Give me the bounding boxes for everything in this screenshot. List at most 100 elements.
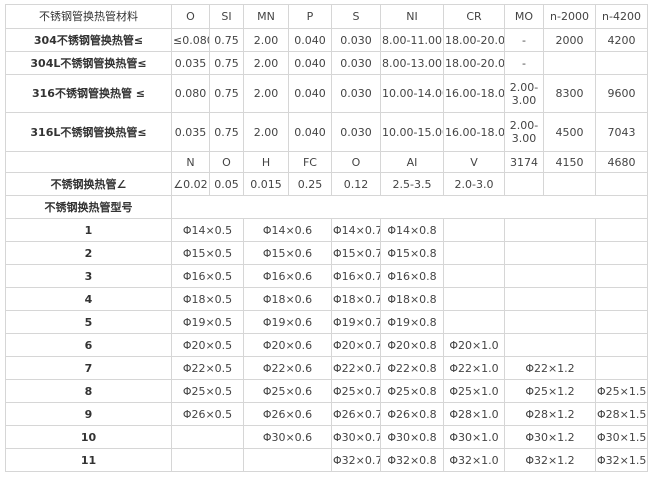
table-cell: 0.040 [288, 112, 332, 152]
model-size: Φ30×1.0 [443, 425, 505, 449]
model-row: 9 Φ26×0.5 Φ26×0.6 Φ26×0.7 Φ26×0.8 Φ28×1.0 Φ28×… [5, 402, 648, 426]
model-size: Φ22×0.8 [380, 356, 444, 380]
model-size: Φ26×0.6 [243, 402, 332, 426]
table-cell: 2.0-3.0 [443, 172, 505, 196]
model-size: Φ25×0.5 [171, 379, 244, 403]
model-size: Φ32×1.0 [443, 448, 505, 472]
model-size: Φ15×0.5 [171, 241, 244, 265]
model-size: Φ16×0.6 [243, 264, 332, 288]
model-row: 7 Φ22×0.5 Φ22×0.6 Φ22×0.7 Φ22×0.8 Φ22×1.0 Φ22×… [5, 356, 648, 380]
table-cell: 16.00-18.00 [443, 112, 505, 152]
model-number: 2 [5, 241, 172, 265]
composition-row: 316L不锈钢管换热管≤ 0.035 0.75 2.00 0.040 0.030 10.00… [5, 112, 648, 152]
row-label: 316L不锈钢管换热管≤ [5, 112, 172, 152]
table-cell: 2.00 [243, 112, 289, 152]
model-size: Φ16×0.5 [171, 264, 244, 288]
model-size [595, 333, 648, 357]
table-cell [595, 51, 648, 75]
model-number: 8 [5, 379, 172, 403]
table-cell: 9600 [595, 74, 648, 113]
composition-row: 304L不锈钢管换热管≤ 0.035 0.75 2.00 0.040 0.030 8.00-… [5, 51, 648, 75]
model-number: 10 [5, 425, 172, 449]
model-number: 6 [5, 333, 172, 357]
model-size: Φ32×0.8 [380, 448, 444, 472]
model-size: Φ25×1.2 [504, 379, 596, 403]
model-size: Φ19×0.8 [380, 310, 444, 334]
model-size [595, 218, 648, 242]
table-cell: 0.030 [331, 28, 381, 52]
column-header: MO [504, 4, 544, 29]
column-header: S [331, 4, 381, 29]
table-cell: 8300 [543, 74, 596, 113]
model-size [443, 218, 505, 242]
model-size: Φ14×0.6 [243, 218, 332, 242]
model-size: Φ15×0.8 [380, 241, 444, 265]
model-row: 6 Φ20×0.5 Φ20×0.6 Φ20×0.7 Φ20×0.8 Φ20×1.0 [5, 333, 648, 357]
column-header: V [443, 151, 505, 173]
model-size: Φ20×0.7 [331, 333, 381, 357]
column-header: O [209, 151, 244, 173]
column-header: NI [380, 4, 444, 29]
table-cell: 0.030 [331, 74, 381, 113]
model-number: 3 [5, 264, 172, 288]
table-cell: ∠0.02 [171, 172, 210, 196]
model-size: Φ22×0.5 [171, 356, 244, 380]
column-header: O [171, 4, 210, 29]
table-cell: 0.75 [209, 112, 244, 152]
model-size [504, 333, 596, 357]
model-size: Φ20×1.0 [443, 333, 505, 357]
table-cell: 8.00-11.00 [380, 28, 444, 52]
column-header: N [171, 151, 210, 173]
model-size: Φ28×1.2 [504, 402, 596, 426]
model-size: Φ32×0.7 [331, 448, 381, 472]
model-size: Φ26×0.7 [331, 402, 381, 426]
table-cell: 18.00-20.00 [443, 51, 505, 75]
table-cell: 0.75 [209, 28, 244, 52]
table-cell: 0.040 [288, 28, 332, 52]
column-header: CR [443, 4, 505, 29]
model-size: Φ30×0.6 [243, 425, 332, 449]
model-size: Φ14×0.7 [331, 218, 381, 242]
model-size: Φ19×0.5 [171, 310, 244, 334]
row-label: 304不锈钢管换热管≤ [5, 28, 172, 52]
model-size [504, 241, 596, 265]
section-title: 不锈钢换热管型号 [5, 195, 172, 219]
model-size: Φ22×1.0 [443, 356, 505, 380]
model-row: 8 Φ25×0.5 Φ25×0.6 Φ25×0.7 Φ25×0.8 Φ25×1.0 Φ25×… [5, 379, 648, 403]
model-size: Φ19×0.6 [243, 310, 332, 334]
table-cell: 2.00-3.00 [504, 74, 544, 113]
model-row: 4 Φ18×0.5 Φ18×0.6 Φ18×0.7 Φ18×0.8 [5, 287, 648, 311]
column-header: AI [380, 151, 444, 173]
row-label: 不锈钢管换热管材料 [5, 4, 172, 29]
row-label [5, 151, 172, 173]
column-header: O [331, 151, 381, 173]
model-size: Φ25×0.7 [331, 379, 381, 403]
composition-row: 304不锈钢管换热管≤≤0.0800.752.000.0400.0308.00-… [5, 28, 648, 52]
table-cell: 7043 [595, 112, 648, 152]
model-size: Φ22×1.2 [504, 356, 596, 380]
model-size [504, 287, 596, 311]
model-size: Φ25×0.8 [380, 379, 444, 403]
table-cell: 0.035 [171, 112, 210, 152]
model-size: Φ14×0.8 [380, 218, 444, 242]
model-size: Φ16×0.8 [380, 264, 444, 288]
model-size: Φ30×0.7 [331, 425, 381, 449]
table-cell [504, 172, 544, 196]
table-cell: 0.12 [331, 172, 381, 196]
stainless-tube-spec-table: 不锈钢管换热管材料 O SI MN P S NI CR MO n-2000 n-4200 304不锈钢… [5, 4, 648, 472]
table-cell: 0.035 [171, 51, 210, 75]
table-cell: 10.00-14.00 [380, 74, 444, 113]
model-size [595, 264, 648, 288]
model-size: Φ15×0.6 [243, 241, 332, 265]
table-cell: 0.040 [288, 74, 332, 113]
model-number: 5 [5, 310, 172, 334]
table-cell: 18.00-20.00 [443, 28, 505, 52]
table-cell: 0.030 [331, 112, 381, 152]
model-size [504, 218, 596, 242]
model-size: Φ22×0.6 [243, 356, 332, 380]
model-size: Φ26×0.8 [380, 402, 444, 426]
model-size: Φ20×0.8 [380, 333, 444, 357]
model-row: 11 Φ32×0.7 Φ32×0.8 Φ32×1.0 Φ32×1.2 Φ32×1.5 [5, 448, 648, 472]
empty-cell [171, 195, 648, 219]
model-size: Φ19×0.7 [331, 310, 381, 334]
